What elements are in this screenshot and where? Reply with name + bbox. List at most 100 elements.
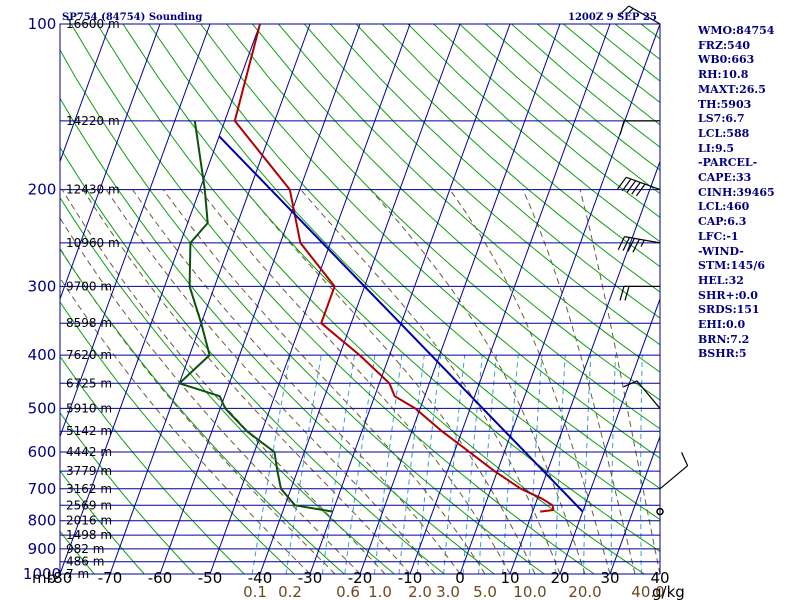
isotherm-line (259, 24, 461, 574)
stat-item: RH:10.8 (698, 68, 749, 82)
stat-item: FRZ:540 (698, 38, 751, 52)
stat-item: WMO:84754 (698, 24, 775, 37)
mixing-ratio-line (462, 355, 483, 574)
temperature-tick-label: 0 (455, 569, 465, 587)
stat-item: STM:145/6 (698, 259, 765, 273)
height-label: 14220 m (66, 114, 120, 128)
temperature-tick-label: -20 (348, 569, 373, 587)
temperature-tick-label: -80 (48, 569, 73, 587)
stat-item: CAP:6.3 (698, 215, 747, 229)
stat-item: LCL:460 (698, 200, 750, 214)
stat-item: LCL:588 (698, 126, 750, 140)
parcel-trace (218, 135, 584, 513)
mixing-ratio-label: 0.2 (278, 583, 302, 600)
isotherm-line (60, 24, 261, 574)
dry-adiabat-line (60, 196, 395, 574)
sounding-indices: WMO:84754 FRZ:540 WB0:663 RH:10.8 MAXT:26.5 T… (698, 24, 798, 362)
stat-item: -PARCEL- (698, 156, 758, 170)
height-label: 5910 m (66, 401, 112, 415)
height-label: 3162 m (66, 482, 112, 496)
moist-adiabat-line (369, 189, 586, 574)
stat-item: BRN:7.2 (698, 332, 750, 346)
isotherm-line (559, 297, 660, 574)
chart-datetime: 1200Z 9 SEP 25 (568, 12, 657, 23)
pressure-tick-label: 800 (28, 512, 57, 530)
moist-adiabat-line (199, 189, 511, 574)
wind-barb (617, 5, 661, 25)
moist-adiabat-line (579, 189, 660, 574)
mixing-ratio-line (416, 355, 442, 574)
pressure-tick-label: 300 (28, 277, 57, 295)
isotherm-line (359, 24, 561, 574)
height-label: 4442 m (66, 445, 112, 459)
pressure-tick-label: 100 (28, 15, 57, 33)
stat-item: EHI:0.0 (698, 318, 746, 332)
height-label: 12430 m (66, 183, 120, 197)
temperature-tick-label: 30 (600, 569, 619, 587)
pressure-tick-label: 500 (28, 399, 57, 417)
moist-adiabat-line (449, 189, 611, 574)
mixing-ratio-label: 0.6 (336, 583, 360, 600)
mixing-ratio-label: 0.1 (243, 583, 267, 600)
stat-item: HEL:32 (698, 273, 744, 287)
isotherm-line (0, 24, 10, 574)
temperature-tick-label: -60 (148, 569, 173, 587)
chart-title: SP754 (84754) Sounding (62, 12, 202, 23)
temperature-tick-label: -40 (248, 569, 273, 587)
moist-adiabat-line (82, 189, 411, 574)
temperature-tick-label: 40 (650, 569, 669, 587)
pressure-unit-label: mb (32, 569, 56, 587)
pressure-tick-label: 1000 (23, 565, 61, 583)
stat-item: LI:9.5 (698, 141, 735, 155)
wind-barb (617, 176, 661, 197)
mixing-ratio-label: 1.0 (368, 583, 392, 600)
height-label: 1498 m (66, 528, 112, 542)
temperature-tick-label: 10 (500, 569, 519, 587)
isotherm-line (60, 24, 111, 163)
height-label: 9700 m (66, 279, 112, 293)
isotherm-line (509, 160, 660, 574)
isotherm-line (60, 24, 211, 438)
temperature-tick-label: -10 (398, 569, 423, 587)
mixing-ratio-label: 20.0 (568, 583, 601, 600)
temperature-tick-label: -50 (198, 569, 223, 587)
pressure-tick-label: 900 (28, 540, 57, 558)
temperature-tick-label: 20 (550, 569, 569, 587)
height-label: 10960 m (66, 236, 120, 250)
height-label: 16600 m (66, 17, 120, 31)
moist-adiabat-line (132, 189, 461, 574)
mixing-ratio-line (610, 355, 616, 574)
pressure-tick-label: 700 (28, 480, 57, 498)
stat-item: TH:5903 (698, 97, 752, 111)
mixing-ratio-line (373, 355, 403, 574)
stat-item: -WIND- (698, 244, 744, 258)
pressure-tick-label: 600 (28, 443, 57, 461)
mixing-ratio-label: 3.0 (436, 583, 460, 600)
isotherm-line (109, 24, 311, 574)
wind-barb (659, 452, 689, 490)
calm-wind-marker (656, 507, 664, 516)
height-label: 6725 m (66, 376, 112, 390)
mixing-ratio-label: 10.0 (513, 583, 546, 600)
mixing-ratio-label: 40.0 (631, 583, 664, 600)
height-label: 5142 m (66, 424, 112, 438)
stat-item: SHR+:0.0 (698, 288, 758, 302)
stat-item: BSHR:5 (698, 347, 747, 361)
stat-item: WB0:663 (698, 53, 755, 67)
isotherm-line (309, 24, 511, 574)
isotherm-line (209, 24, 411, 574)
pressure-tick-label: 200 (28, 181, 57, 199)
mixing-ratio-line (285, 355, 322, 574)
moist-adiabat-line (244, 189, 536, 574)
stat-item: CINH:39465 (698, 185, 775, 199)
isotherm-line (60, 24, 161, 301)
wind-barb (617, 236, 661, 253)
stat-item: LFC:-1 (698, 229, 739, 243)
height-label: 486 m (66, 555, 104, 569)
height-label: 7620 m (66, 348, 112, 362)
isotherm-line (609, 435, 660, 574)
temperature-tick-label: -70 (98, 569, 123, 587)
stat-item: CAPE:33 (698, 171, 752, 185)
mixing-ratio-label: 5.0 (473, 583, 497, 600)
